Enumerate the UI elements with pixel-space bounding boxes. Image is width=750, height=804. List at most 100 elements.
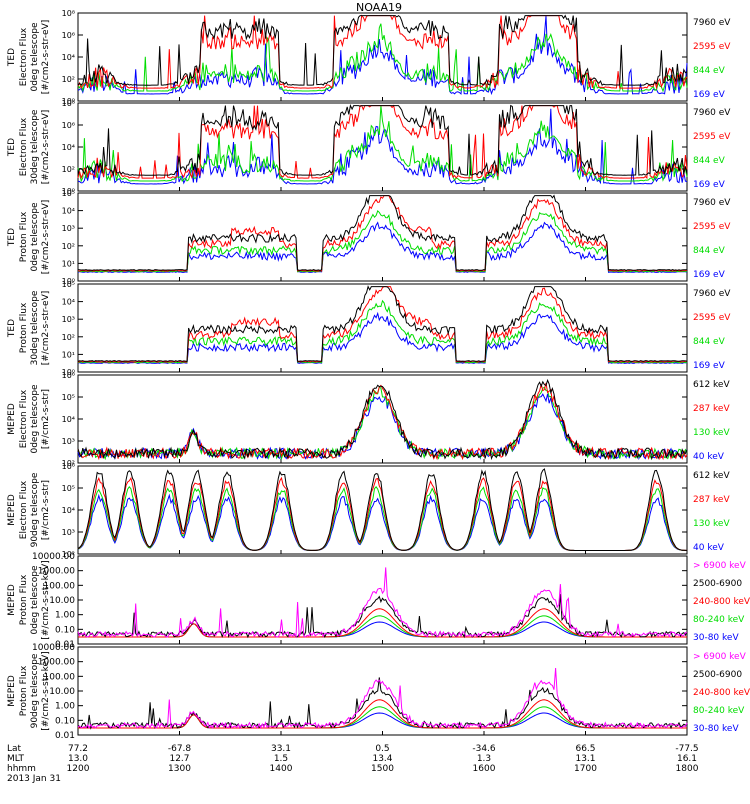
y-tick-label: 1.00 [55, 702, 75, 712]
series-line [77, 386, 688, 461]
y-tick-label: 10³ [62, 528, 75, 537]
panel-frame [77, 283, 688, 373]
footer-value: 12.7 [169, 754, 189, 764]
series-line [78, 608, 687, 638]
series-line [77, 667, 688, 730]
y-tick-label: 0.01 [55, 640, 75, 650]
y-axis-label-line: [#/cm2-s-str] [41, 389, 51, 449]
footer-value: 1600 [473, 764, 496, 774]
footer-value: -34.6 [472, 744, 496, 754]
legend-entry: 169 eV [693, 180, 726, 190]
footer-date: 2013 Jan 31 [7, 774, 61, 784]
legend-entry: 844 eV [693, 246, 726, 256]
legend-entry: 2595 eV [693, 42, 731, 52]
legend-entry: 40 keV [693, 452, 725, 462]
y-axis-label-line: [#/cm2-s-str-keV] [41, 651, 51, 730]
legend-entry: 169 eV [693, 361, 726, 371]
y-axis-label-line: [#/cm2-s-str-keV] [41, 560, 51, 639]
series-line [77, 393, 688, 461]
series-line [77, 493, 688, 552]
footer-value: 1.5 [274, 754, 288, 764]
legend-entry: 130 keV [693, 428, 730, 438]
y-axis-label-line: 0deg telescope [30, 384, 40, 454]
footer-value: 1500 [371, 764, 394, 774]
y-axis-label-line: 90deg telescope [30, 653, 40, 728]
footer-value: 1200 [67, 764, 90, 774]
y-tick-label: 10⁵ [62, 484, 75, 493]
y-tick-label: 0.01 [55, 731, 75, 741]
footer-row-label: MLT [7, 754, 25, 764]
series-line [77, 15, 688, 96]
y-tick-label: 100.00 [44, 672, 76, 682]
legend-entry: 2595 eV [693, 132, 731, 142]
legend-entry: 7960 eV [693, 108, 731, 118]
series-line [77, 286, 687, 363]
y-tick-label: 10¹ [62, 259, 75, 268]
y-tick-label: 10² [62, 165, 75, 174]
footer-value: 0.5 [375, 744, 389, 754]
legend-entry: 169 eV [693, 270, 726, 280]
y-axis-label-line: 90deg telescope [30, 472, 40, 547]
y-axis-label-line: Electron Flux [19, 27, 29, 86]
y-tick-label: 10000.00 [32, 552, 75, 562]
legend-entry: 40 keV [693, 543, 725, 553]
chart-title: NOAA19 [356, 1, 402, 14]
y-tick-label: 10² [62, 75, 75, 84]
y-tick-label: 0.10 [55, 625, 75, 635]
y-tick-label: 10⁸ [62, 99, 75, 108]
legend-entry: 287 keV [693, 404, 730, 414]
panel-8: 0.01 0.10 1.00 10.00 100.00 1000.00 10000.00 ME… [7, 643, 750, 741]
footer-value: 13.4 [372, 754, 392, 764]
y-axis-label-line: Proton Flux [19, 574, 29, 625]
y-axis-label-line: 30deg telescope [30, 290, 40, 365]
series-line [77, 299, 688, 364]
footer-value: 1.3 [477, 754, 491, 764]
y-axis-label-line: TED [7, 138, 17, 157]
y-axis-label-line: 0deg telescope [30, 202, 40, 272]
legend-entry: 7960 eV [693, 289, 731, 299]
legend-entry: 2500-6900 [693, 670, 742, 680]
footer-value: 16.1 [677, 754, 697, 764]
series-line [77, 14, 688, 90]
y-axis-label-line: Electron Flux [19, 480, 29, 539]
y-axis-label-line: TED [7, 48, 17, 67]
y-axis-label-line: MEPED [7, 675, 17, 707]
panel-5: 10² 10³ 10⁴ 10⁵ 10⁶ MEPED Electron Flux 0deg te… [7, 371, 730, 468]
legend-entry: 30-80 keV [693, 633, 739, 643]
y-tick-label: 10⁰ [62, 97, 75, 106]
footer-row-label: hhmm [7, 764, 36, 774]
y-tick-label: 10⁶ [62, 371, 75, 380]
y-tick-label: 1000.00 [38, 658, 75, 668]
y-axis-label-line: Proton Flux [19, 302, 29, 353]
footer-row-label: Lat [7, 744, 22, 754]
footer-value: 1300 [168, 764, 191, 774]
y-axis-label-line: TED [7, 228, 17, 247]
y-tick-label: 10⁰ [62, 368, 75, 377]
y-tick-label: 10⁴ [62, 415, 75, 424]
legend-entry: 7960 eV [693, 198, 731, 208]
y-axis-label-line: [#/cm2-s-str-eV] [41, 20, 51, 95]
y-tick-label: 10² [62, 333, 75, 342]
y-tick-label: 0.10 [55, 716, 75, 726]
y-tick-label: 10³ [62, 437, 75, 446]
panel-6: 10² 10³ 10⁴ 10⁵ 10⁶ MEPED Electron Flux 90deg t… [7, 462, 730, 559]
y-tick-label: 10⁴ [62, 298, 75, 307]
series-line [77, 311, 688, 364]
series-line [77, 285, 688, 362]
y-tick-label: 100.00 [44, 581, 76, 591]
y-tick-label: 10² [62, 459, 75, 468]
y-axis-label-line: Proton Flux [19, 211, 29, 262]
y-tick-label: 10⁸ [62, 9, 75, 18]
legend-entry: 844 eV [693, 66, 726, 76]
y-tick-label: 10⁶ [62, 31, 75, 40]
footer-value: 1700 [574, 764, 597, 774]
y-axis-label-line: [#/cm2-s-str] [41, 480, 51, 540]
legend-entry: > 6900 keV [693, 652, 747, 662]
y-tick-label: 10³ [62, 315, 75, 324]
legend-entry: 240-800 keV [693, 688, 750, 698]
y-tick-label: 1.00 [55, 611, 75, 621]
y-tick-label: 10⁶ [62, 121, 75, 130]
y-tick-label: 10¹ [62, 350, 75, 359]
y-tick-label: 10000.00 [32, 643, 75, 653]
footer-value: 66.5 [575, 744, 595, 754]
